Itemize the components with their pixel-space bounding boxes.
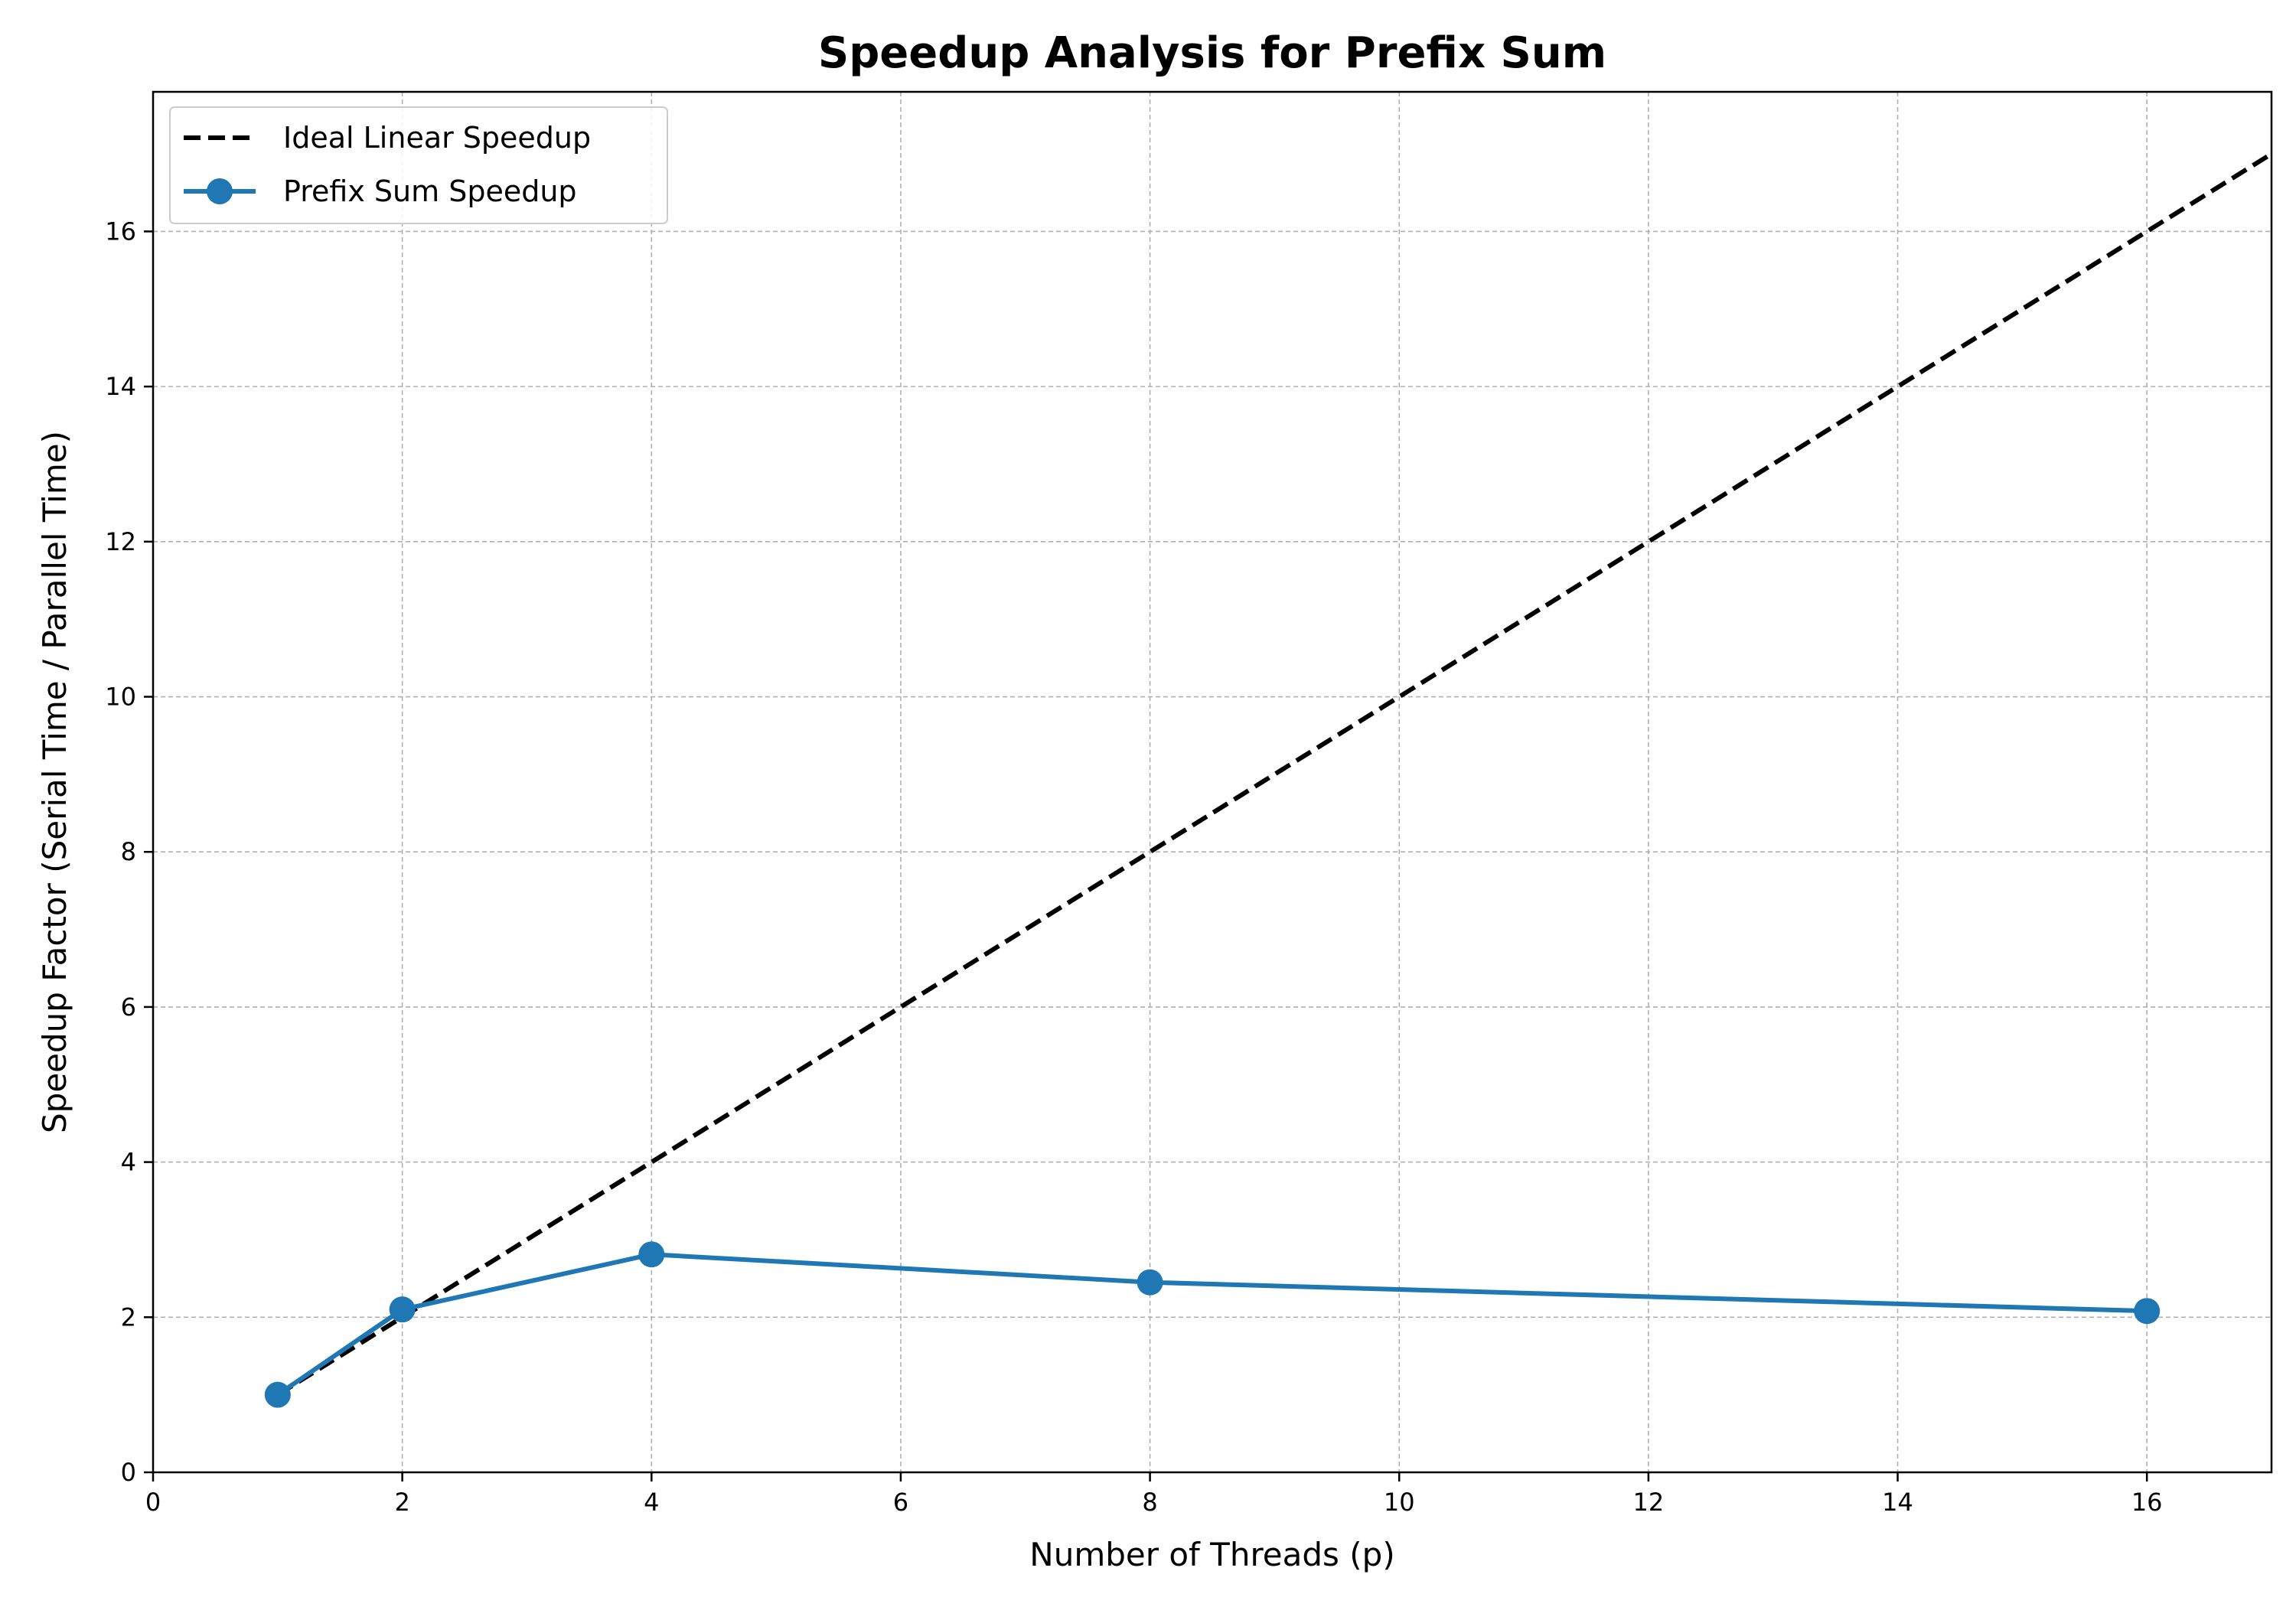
grid (152, 92, 2272, 1473)
data-point-prefix-sum-speedup (389, 1296, 416, 1323)
legend-label-prefix-sum: Prefix Sum Speedup (283, 174, 577, 208)
data-point-prefix-sum-speedup (638, 1241, 665, 1268)
x-tick-label: 6 (893, 1488, 908, 1517)
data-point-prefix-sum-speedup (1137, 1269, 1163, 1296)
legend: Ideal Linear Speedup Prefix Sum Speedup (169, 106, 668, 224)
y-axis-label: Speedup Factor (Serial Time / Parallel T… (36, 431, 73, 1133)
series-layer (264, 152, 2272, 1408)
x-tick-label: 8 (1142, 1488, 1157, 1517)
x-axis-label: Number of Threads (p) (1029, 1536, 1394, 1573)
y-tick-label: 0 (121, 1458, 136, 1487)
x-tick-label: 16 (2131, 1488, 2163, 1517)
data-point-prefix-sum-speedup (2134, 1298, 2161, 1325)
plot-frame (152, 90, 2273, 1474)
data-point-prefix-sum-speedup (264, 1381, 291, 1408)
axis-ticks: 0 2 4 6 8 10 12 14 16 0 2 4 6 8 10 12 14 16 (105, 217, 2162, 1517)
legend-box (169, 106, 668, 224)
x-tick-label: 2 (394, 1488, 409, 1517)
x-tick-label: 12 (1633, 1488, 1665, 1517)
x-tick-label: 14 (1882, 1488, 1913, 1517)
y-tick-label: 8 (121, 837, 136, 866)
y-tick-label: 14 (105, 372, 136, 401)
y-tick-label: 4 (121, 1148, 136, 1177)
chart-title: Speedup Analysis for Prefix Sum (818, 28, 1606, 78)
legend-marker-prefix-sum (207, 178, 233, 204)
x-tick-label: 10 (1384, 1488, 1415, 1517)
x-tick-label: 4 (644, 1488, 659, 1517)
legend-label-ideal: Ideal Linear Speedup (283, 121, 591, 155)
y-tick-label: 12 (105, 527, 136, 556)
y-tick-label: 10 (105, 683, 136, 712)
y-tick-label: 2 (121, 1302, 136, 1332)
x-tick-label: 0 (145, 1488, 161, 1517)
y-tick-label: 6 (121, 993, 136, 1022)
y-tick-label: 16 (105, 217, 136, 246)
